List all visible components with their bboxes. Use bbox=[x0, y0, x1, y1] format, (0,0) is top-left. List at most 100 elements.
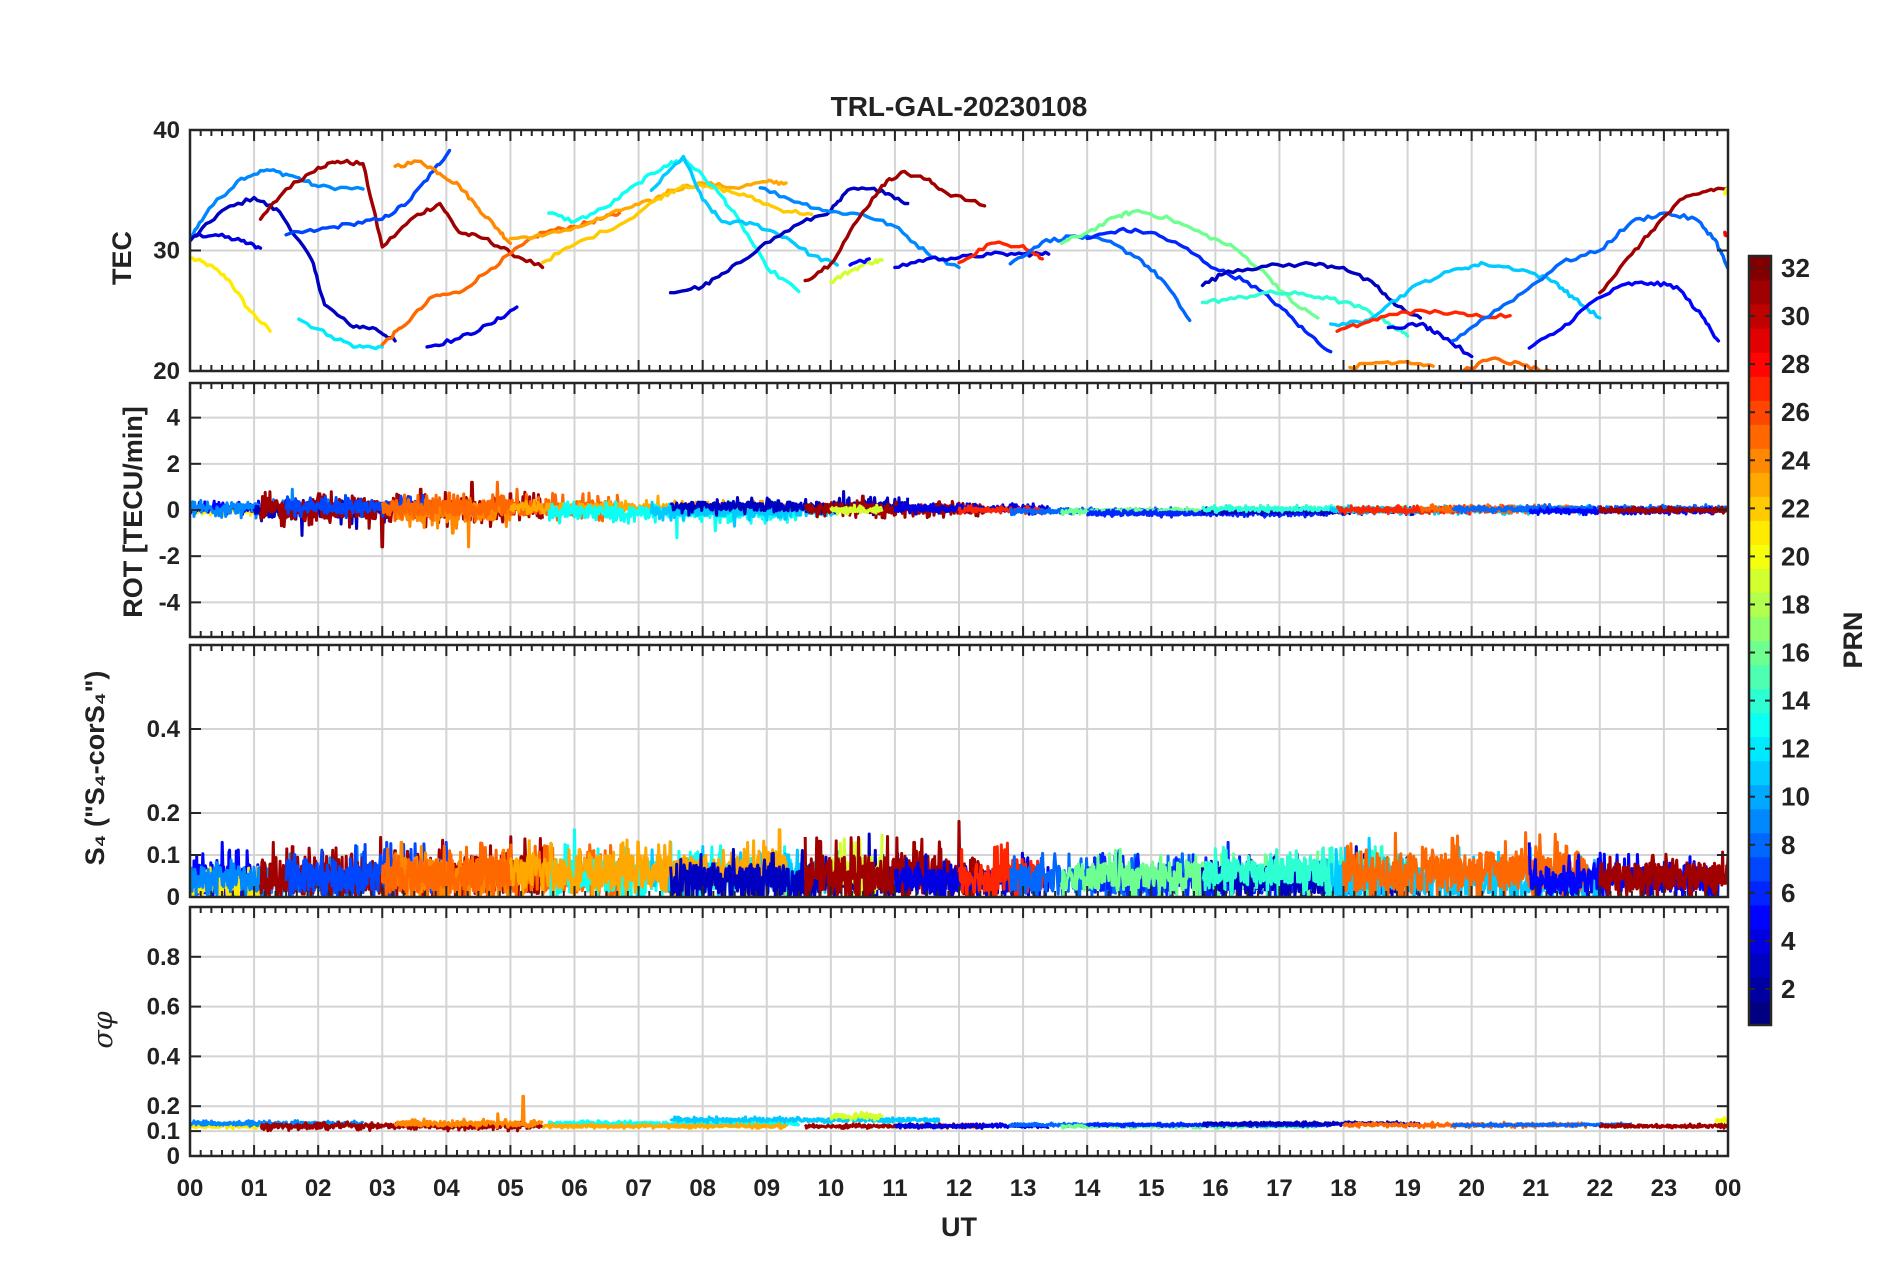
colorbar-step bbox=[1749, 544, 1771, 570]
tec-line-prn-25 bbox=[1441, 356, 1554, 371]
y-tick-label: 0.4 bbox=[147, 1043, 181, 1070]
colorbar-tick-label: 24 bbox=[1781, 445, 1810, 475]
colorbar-step bbox=[1749, 712, 1771, 738]
tec-line-prn-11 bbox=[1329, 260, 1602, 328]
x-tick-label: 12 bbox=[946, 1175, 973, 1202]
ticks-s4: 0 0.1 0.2 0.4 bbox=[147, 643, 1730, 911]
tec-line-prn-7 bbox=[284, 148, 452, 237]
ylabel-sigma-phi: σφ bbox=[88, 1011, 119, 1048]
x-tick-label: 03 bbox=[369, 1175, 396, 1202]
colorbar-step bbox=[1749, 280, 1771, 305]
x-tick-label: 19 bbox=[1394, 1175, 1421, 1202]
tec-line-prn-5 bbox=[1527, 280, 1721, 350]
panel-rot: -4 -2 0 2 4 ROT [TECU/min] bbox=[118, 381, 1730, 639]
x-tick-label: 04 bbox=[433, 1175, 460, 1202]
x-tick-label: 15 bbox=[1138, 1175, 1165, 1202]
colorbar-step bbox=[1749, 328, 1771, 353]
tec-line-prn-3 bbox=[1200, 260, 1423, 320]
colorbar-tick-label: 4 bbox=[1781, 926, 1796, 956]
y-tick-label: -2 bbox=[159, 543, 180, 570]
x-tick-label: 06 bbox=[561, 1175, 588, 1202]
sigma-phi-trace-prn-11 bbox=[669, 1115, 941, 1125]
x-tick-label: 23 bbox=[1651, 1175, 1678, 1202]
colorbar-step bbox=[1749, 784, 1771, 810]
colorbar-step bbox=[1749, 424, 1771, 449]
tec-line-prn-9 bbox=[190, 168, 365, 241]
grid-tec bbox=[189, 129, 1729, 372]
y-tick-label: 0 bbox=[167, 497, 180, 524]
tec-line-prn-31 bbox=[1598, 186, 1728, 295]
colorbar-step bbox=[1749, 400, 1771, 425]
x-tick-label: 17 bbox=[1266, 1175, 1293, 1202]
y-tick-label: 0.4 bbox=[147, 716, 181, 743]
colorbar-step bbox=[1749, 880, 1771, 906]
tec-line-prn-3 bbox=[190, 195, 397, 343]
colorbar-step bbox=[1749, 760, 1771, 786]
tec-line-prn-5 bbox=[848, 257, 871, 267]
colorbar-label: PRN bbox=[1838, 611, 1868, 668]
sigma-phi-trace-prn-19 bbox=[829, 1110, 884, 1122]
y-tick-label: 2 bbox=[167, 451, 180, 478]
colorbar-step bbox=[1749, 1000, 1771, 1026]
panel-tec: 20 30 40 TEC bbox=[107, 117, 1730, 385]
colorbar-tick-label: 8 bbox=[1781, 830, 1795, 860]
colorbar-step bbox=[1749, 640, 1771, 666]
colorbar-step bbox=[1749, 352, 1771, 377]
colorbar-tick-label: 12 bbox=[1781, 734, 1810, 764]
panel-s4: 0 0.1 0.2 0.4 S₄ ("S₄-corS₄") bbox=[80, 643, 1730, 911]
tec-line-prn-11 bbox=[649, 154, 839, 267]
tec-line-prn-8 bbox=[1008, 234, 1192, 323]
ticks-sigma-phi: 00.10.2 0.4 0.6 0.8 bbox=[147, 905, 1730, 1170]
x-tick-label: 00 bbox=[177, 1175, 204, 1202]
series-sigma-phi bbox=[190, 1094, 1728, 1133]
rot-trace-prn-19 bbox=[829, 503, 884, 516]
colorbar-step bbox=[1749, 664, 1771, 690]
colorbar-step bbox=[1749, 376, 1771, 401]
ticks-rot: -4 -2 0 2 4 bbox=[159, 381, 1730, 639]
tec-line-prn-22 bbox=[540, 182, 814, 265]
colorbar-tick-label: 32 bbox=[1781, 253, 1810, 283]
tec-line-prn-14 bbox=[1200, 289, 1410, 338]
tec-line-prn-24 bbox=[393, 159, 513, 245]
x-tick-label: 11 bbox=[882, 1175, 907, 1202]
colorbar-step bbox=[1749, 904, 1771, 930]
colorbar-tick-label: 16 bbox=[1781, 638, 1810, 668]
tec-line-prn-4 bbox=[1386, 321, 1474, 359]
x-tick-label: 14 bbox=[1074, 1175, 1101, 1202]
colorbar-step bbox=[1749, 592, 1771, 618]
x-tick-label: 16 bbox=[1202, 1175, 1229, 1202]
colorbar-step bbox=[1749, 568, 1771, 594]
x-axis: 00 01 02 03 04 05 06 07 08 09 10 11 12 13 14 15 16 17 18 19… bbox=[177, 1175, 1742, 1202]
y-tick-label: 0.2 bbox=[147, 1093, 180, 1120]
tec-line-prn-21 bbox=[190, 256, 272, 333]
colorbar-step bbox=[1749, 808, 1771, 834]
x-tick-label: 01 bbox=[241, 1175, 268, 1202]
x-axis-label: UT bbox=[941, 1212, 977, 1242]
colorbar-step bbox=[1749, 496, 1771, 521]
colorbar-tick-label: 14 bbox=[1781, 686, 1810, 716]
colorbar-step bbox=[1749, 976, 1771, 1002]
y-tick-label: 30 bbox=[153, 238, 180, 265]
y-tick-label: 0.2 bbox=[147, 800, 180, 827]
colorbar-step bbox=[1749, 616, 1771, 642]
colorbar-tick-label: 30 bbox=[1781, 301, 1810, 331]
x-tick-label: 21 bbox=[1522, 1175, 1549, 1202]
tec-line-prn-27 bbox=[957, 240, 1044, 265]
x-tick-label: 02 bbox=[305, 1175, 332, 1202]
sigma-phi-trace-prn-24 bbox=[393, 1094, 544, 1130]
tec-line-prn-31 bbox=[258, 158, 545, 270]
y-tick-label: -4 bbox=[159, 589, 181, 616]
ylabel-s4: S₄ ("S₄-corS₄") bbox=[80, 671, 110, 866]
rot-trace-prn-3 bbox=[669, 490, 910, 517]
grid-sigma-phi bbox=[189, 907, 1729, 1157]
sigma-phi-trace-prn-31 bbox=[1598, 1122, 1728, 1130]
y-tick-label: 20 bbox=[153, 358, 180, 385]
s4-trace-prn-5 bbox=[1527, 842, 1720, 897]
x-tick-label: 18 bbox=[1330, 1175, 1357, 1202]
colorbar-step bbox=[1749, 256, 1771, 281]
s4-trace-prn-31 bbox=[1598, 850, 1728, 897]
series-s4 bbox=[190, 819, 1728, 897]
